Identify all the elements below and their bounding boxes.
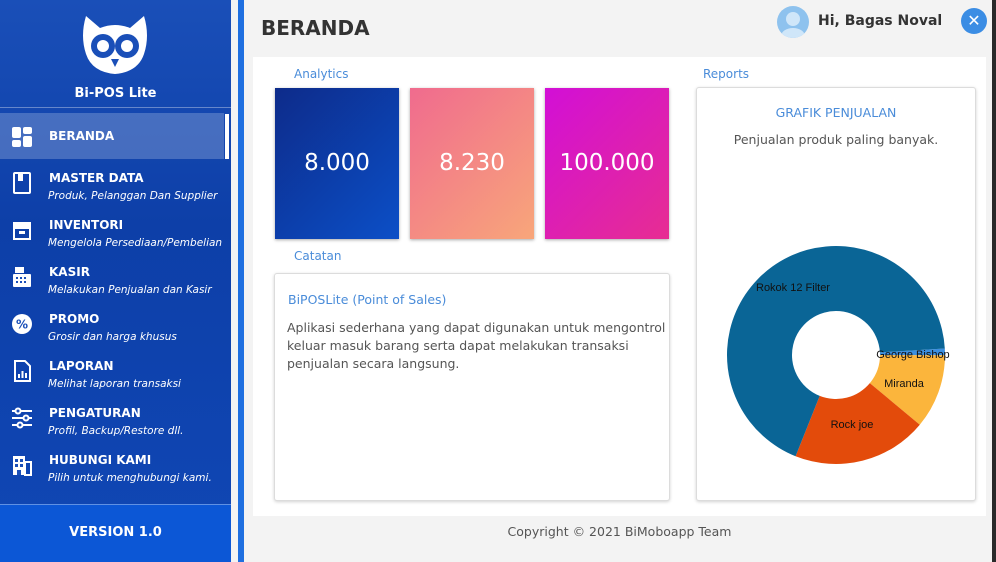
- inventory-icon: [13, 222, 31, 240]
- pie-slice[interactable]: [795, 383, 920, 464]
- logo-area: Bi-POS Lite: [0, 0, 231, 108]
- sidebar-item-label: HUBUNGI KAMI: [49, 453, 152, 467]
- notes-text: Aplikasi sederhana yang dapat digunakan …: [287, 320, 666, 371]
- pie-slice-label: Rock joe: [831, 419, 874, 431]
- analytics-card[interactable]: 100.000: [545, 88, 669, 239]
- sidebar-item-laporan[interactable]: LAPORAN Melihat laporan transaksi: [0, 347, 231, 394]
- sidebar-item-inventori[interactable]: INVENTORI Mengelola Persediaan/Pembelian: [0, 206, 231, 253]
- sidebar-item-subtitle: Melihat laporan transaksi: [48, 378, 181, 390]
- chart-title: GRAFIK PENJUALAN: [775, 105, 897, 120]
- user-greeting: Hi, Bagas Noval: [818, 13, 943, 29]
- owl-logo-icon: [83, 16, 147, 74]
- sidebar-item-label: BERANDA: [49, 129, 115, 143]
- sidebar-item-label: LAPORAN: [49, 359, 114, 373]
- sidebar-item-label: MASTER DATA: [49, 171, 144, 185]
- chart-subtitle: Penjualan produk paling banyak.: [733, 132, 939, 147]
- report-icon: [14, 360, 31, 382]
- cash-register-icon: [13, 267, 31, 287]
- sidebar-item-label: INVENTORI: [49, 218, 124, 232]
- close-button[interactable]: ✕: [961, 8, 987, 34]
- sidebar-item-pengaturan[interactable]: PENGATURAN Profil, Backup/Restore dll.: [0, 394, 231, 441]
- pie-slice[interactable]: [879, 348, 945, 356]
- sidebar: Bi-POS Lite BERANDA MASTER DATA Produk, …: [0, 0, 231, 562]
- pie-slice-label: George Bishop: [876, 349, 949, 361]
- percent-icon: %: [12, 314, 32, 334]
- sidebar-item-subtitle: Pilih untuk menghubungi kami.: [48, 472, 212, 484]
- app-name: Bi-POS Lite: [74, 86, 157, 101]
- active-indicator: [225, 114, 229, 159]
- analytics-card[interactable]: 8.230: [410, 88, 534, 239]
- pie-slice-label: Miranda: [884, 378, 925, 390]
- sidebar-item-master-data[interactable]: MASTER DATA Produk, Pelanggan Dan Suppli…: [0, 159, 231, 206]
- sidebar-item-beranda[interactable]: BERANDA: [0, 113, 224, 159]
- sidebar-item-subtitle: Mengelola Persediaan/Pembelian: [48, 237, 223, 249]
- sidebar-item-subtitle: Profil, Backup/Restore dll.: [48, 425, 184, 437]
- analytics-card-value: 100.000: [559, 150, 655, 176]
- notes-title: BiPOSLite (Point of Sales): [288, 292, 447, 307]
- version-label: VERSION 1.0: [0, 504, 231, 562]
- book-icon: [13, 172, 31, 194]
- sidebar-menu: BERANDA MASTER DATA Produk, Pelanggan Da…: [0, 113, 231, 488]
- sidebar-item-label: KASIR: [49, 265, 90, 279]
- window-edge: [992, 0, 996, 562]
- sidebar-item-kasir[interactable]: KASIR Melakukan Penjualan dan Kasir: [0, 253, 231, 300]
- analytics-label: Analytics: [294, 67, 349, 81]
- reports-label: Reports: [703, 67, 750, 81]
- sidebar-item-subtitle: Produk, Pelanggan Dan Supplier: [48, 190, 218, 202]
- sidebar-item-hubungi-kami[interactable]: HUBUNGI KAMI Pilih untuk menghubungi kam…: [0, 441, 231, 488]
- analytics-card-value: 8.230: [439, 150, 505, 176]
- main-content: Analytics 8.000 8.230 100.000 Catatan Bi…: [253, 57, 986, 516]
- user-avatar-icon: [781, 12, 805, 38]
- avatar[interactable]: [777, 6, 809, 38]
- analytics-card-value: 8.000: [304, 150, 370, 176]
- pie-slice[interactable]: [727, 245, 945, 457]
- page-title: BERANDA: [261, 16, 370, 40]
- sidebar-item-promo[interactable]: % PROMO Grosir dan harga khusus: [0, 300, 231, 347]
- sidebar-divider: [238, 0, 244, 562]
- notes-label: Catatan: [294, 249, 342, 263]
- close-icon: ✕: [967, 11, 981, 30]
- dashboard-icon: [12, 127, 32, 147]
- notes-panel: BiPOSLite (Point of Sales) Aplikasi sede…: [274, 273, 670, 501]
- analytics-card[interactable]: 8.000: [275, 88, 399, 239]
- reports-panel: GRAFIK PENJUALAN Penjualan produk paling…: [696, 87, 976, 501]
- pie-slice-label: Rokok 12 Filter: [756, 282, 830, 294]
- svg-text:%: %: [16, 318, 28, 332]
- pie-slice[interactable]: [869, 355, 945, 425]
- copyright-text: Copyright © 2021 BiMoboapp Team: [507, 524, 732, 539]
- sidebar-item-subtitle: Melakukan Penjualan dan Kasir: [48, 284, 212, 296]
- sales-donut-chart: Rokok 12 Filter George Bishop Miranda Rock …: [727, 245, 950, 464]
- sidebar-item-label: PROMO: [49, 312, 100, 326]
- sidebar-item-subtitle: Grosir dan harga khusus: [48, 331, 177, 343]
- settings-sliders-icon: [12, 407, 32, 429]
- building-icon: [13, 456, 32, 476]
- sidebar-item-label: PENGATURAN: [49, 406, 141, 420]
